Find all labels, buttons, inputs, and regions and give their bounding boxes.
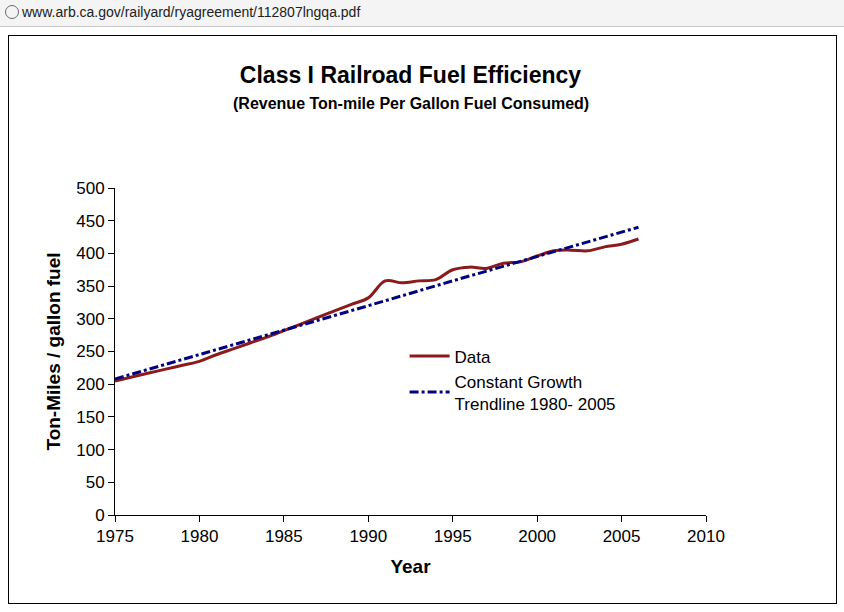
svg-text:2005: 2005 (603, 527, 641, 546)
svg-text:Data: Data (455, 348, 491, 367)
svg-text:50: 50 (86, 473, 105, 492)
svg-text:200: 200 (76, 375, 104, 394)
svg-text:1985: 1985 (265, 527, 303, 546)
svg-text:500: 500 (76, 179, 104, 198)
svg-text:150: 150 (76, 408, 104, 427)
svg-text:2000: 2000 (518, 527, 556, 546)
html-text:www.arb.ca.gov/railyard/ryagre: www.arb.ca.gov/railyard/ryagreement/1128… (22, 4, 361, 20)
svg-text:1980: 1980 (181, 527, 219, 546)
svg-text:300: 300 (76, 310, 104, 329)
svg-text:1975: 1975 (96, 527, 134, 546)
svg-text:350: 350 (76, 277, 104, 296)
svg-text:Year: Year (390, 556, 431, 577)
svg-text:0: 0 (95, 506, 104, 525)
svg-text:1990: 1990 (349, 527, 387, 546)
svg-text:Ton-Miles / gallon fuel: Ton-Miles / gallon fuel (43, 252, 64, 450)
svg-text:Class I Railroad Fuel Efficien: Class I Railroad Fuel Efficiency (240, 62, 581, 88)
svg-text:100: 100 (76, 441, 104, 460)
svg-text:2010: 2010 (687, 527, 725, 546)
svg-text:Constant GrowthTrendline 1980-: Constant GrowthTrendline 1980- 2005 (455, 373, 616, 414)
svg-text:250: 250 (76, 342, 104, 361)
svg-text:400: 400 (76, 244, 104, 263)
svg-text:450: 450 (76, 212, 104, 231)
svg-text:1995: 1995 (434, 527, 472, 546)
svg-text:(Revenue Ton-mile Per Gallon F: (Revenue Ton-mile Per Gallon Fuel Consum… (233, 95, 589, 112)
